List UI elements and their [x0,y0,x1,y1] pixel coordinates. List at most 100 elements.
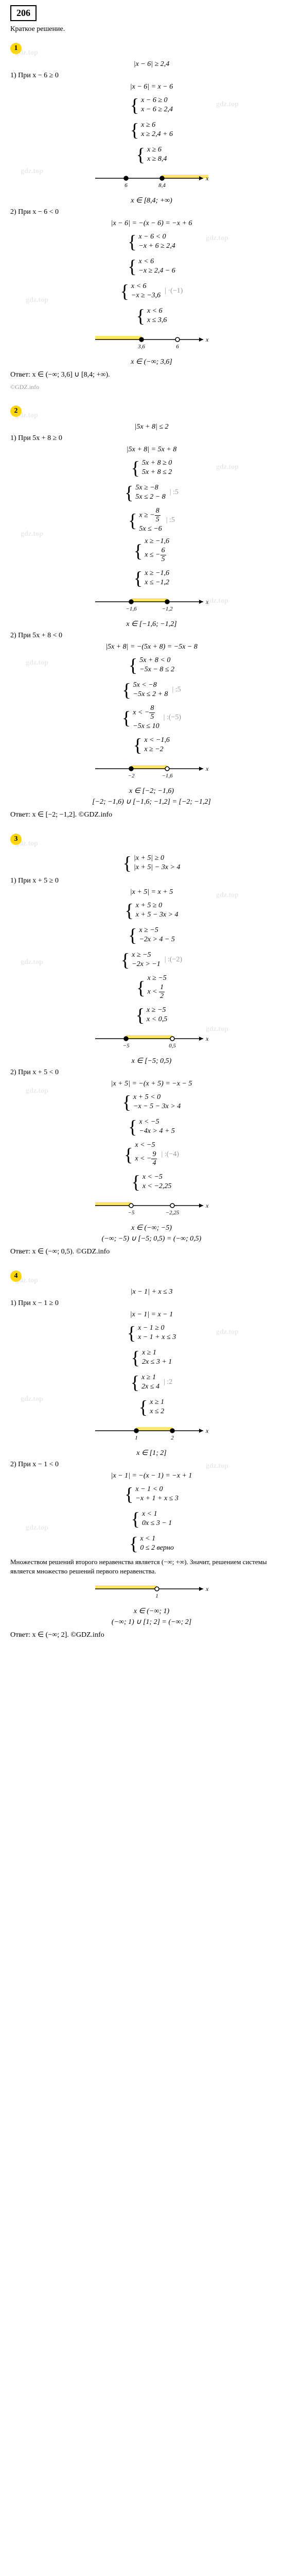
math-line: |x − 1| = x − 1 [10,1311,293,1319]
case-result: x ∈ [−2; −1,6) [10,787,293,795]
brace-system: { x < 10 ≤ 2 верно [10,1533,293,1554]
brace-system: { x + 5 ≥ 0x + 5 − 3x > 4 [10,900,293,921]
number-line: x −2 −1,6 [95,761,208,782]
case-label: 2) При x + 5 < 0 [10,1069,293,1077]
brace-system: { x < −5−4x > 4 + 5 [10,1116,293,1138]
case-label: 2) При x − 6 < 0 [10,208,293,216]
math-line: |x − 6| = −(x − 6) = −x + 6 [10,219,293,228]
case-result: x ∈ [8,4; +∞) [10,196,293,205]
svg-text:−2: −2 [128,773,134,779]
case-label: 1) При x + 5 ≥ 0 [10,877,293,885]
math-line: |x − 1| = −(x − 1) = −x + 1 [10,1472,293,1480]
brace-system: { x − 1 < 0−x + 1 + x ≤ 3 [10,1483,293,1505]
number-line: x 3,6 6 [95,332,208,352]
svg-text:x: x [205,1035,208,1042]
problem-section: 4|x − 1| + x ≤ 31) При x − 1 ≥ 0|x − 1| … [10,1266,293,1639]
answer-line: Ответ: x ∈ (−∞; 3,6] ∪ [8,4; +∞). [10,370,293,379]
brace-system: { x − 1 ≥ 0x − 1 + x ≤ 3 [10,1322,293,1344]
page-container: 206 Краткое решение. 1|x − 6| ≥ 2,41) Пр… [0,0,303,1655]
svg-text:8,4: 8,4 [158,182,166,189]
answer-line: Ответ: x ∈ (−∞; 0,5). ©GDZ.info [10,1247,293,1256]
brace-system: { x < 6−x ≥ −3,6| ·(−1) [10,280,293,302]
svg-text:3,6: 3,6 [137,344,145,350]
case-result: x ∈ (−∞; −5) [10,1224,293,1232]
number-line: x −5 0,5 [95,1031,208,1052]
number-line: x 1 2 [95,1423,208,1444]
svg-text:x: x [205,175,208,182]
main-inequality: |x − 6| ≥ 2,4 [10,60,293,69]
watermark: gdz.top [206,1025,228,1033]
brace-system: { x ≥ −1,6x ≤ −65 [10,537,293,564]
number-line: x −5 −2,25 [95,1198,208,1218]
svg-text:6: 6 [176,344,179,350]
svg-text:x: x [205,1585,208,1592]
main-inequality: |5x + 8| ≤ 2 [10,423,293,431]
brace-system: { x < −85−5x ≤ 10| :(−5) [10,704,293,731]
svg-text:x: x [205,1202,208,1209]
case-result: x ∈ [−5; 0,5) [10,1057,293,1065]
svg-text:6: 6 [124,182,128,189]
brace-system: { 5x + 8 < 0−5x − 8 ≤ 2 [10,654,293,676]
number-line: x 1 [95,1581,208,1602]
math-line: |x − 6| = x − 6 [10,83,293,91]
number-line: x 6 8,4 [95,171,208,191]
brace-system: { x < −1,6x ≥ −2 [10,734,293,756]
answer-line: Ответ: x ∈ (−∞; 2]. ©GDZ.info [10,1631,293,1639]
brace-system: { x < 6x ≤ 3,6 [10,305,293,327]
case-label: 1) При x − 1 ≥ 0 [10,1299,293,1308]
brace-system: { x < 10x ≤ 3 − 1 [10,1508,293,1530]
brace-system: { x ≥ 6x ≥ 2,4 + 6 [10,119,293,141]
case-result: x ∈ (−∞; 1) [10,1607,293,1616]
answer-line: Ответ: x ∈ [−2; −1,2]. ©GDZ.info [10,810,293,819]
case-result: x ∈ [1; 2] [10,1449,293,1458]
watermark: gdz.top [21,167,43,176]
brace-system: { 5x < −8−5x ≤ 2 + 8| :5 [10,679,293,701]
case-result: x ∈ [−1,6; −1,2] [10,620,293,629]
explanation-text: Множеством решений второго неравенства я… [10,1557,293,1576]
brace-system: { x ≥ −5−2x > −1| :(−2) [10,949,293,971]
brace-system: { x < 6−x ≥ 2,4 − 6 [10,256,293,277]
svg-text:−1,2: −1,2 [162,606,173,612]
svg-text:−1,6: −1,6 [126,606,137,612]
union-line: [−2; −1,6) ∪ [−1,6; −1,2] = [−2; −1,2] [10,798,293,806]
brace-system: { x ≥ −5−2x > 4 − 5 [10,924,293,946]
svg-text:−1,6: −1,6 [162,773,173,779]
svg-text:−2,25: −2,25 [165,1210,179,1216]
brace-system: { x − 6 ≥ 0x − 6 ≥ 2,4 [10,94,293,116]
brace-system: { x ≥ −5x < 0,5 [10,1004,293,1026]
problem-badge: 3 [10,834,22,845]
case-label: 1) При x − 6 ≥ 0 [10,72,293,80]
brace-system: { x − 6 < 0−x + 6 ≥ 2,4 [10,231,293,252]
brace-system: { x < −5x < −94| :(−4) [10,1141,293,1168]
svg-text:x: x [205,336,208,343]
problem-section: 1 |x − 6| ≥ 2,4 1) При x − 6 ≥ 0 |x − 6| = … [10,39,293,391]
problem-badge: 4 [10,1270,22,1282]
problem-badge: 1 [10,43,22,54]
brace-system: { x ≥ −1,6x ≤ −1,2 [10,567,293,589]
union-line: (−∞; 1) ∪ [1; 2] = (−∞; 2] [10,1618,293,1626]
svg-text:x: x [205,598,208,605]
brace-system: { x ≥ 1x ≤ 2 [10,1396,293,1418]
union-line: (−∞; −5) ∪ [−5; 0,5) = (−∞; 0,5) [10,1234,293,1243]
brace-system: { x < −5x < −2,25 [10,1171,293,1193]
brace-system: { x ≥ 12x ≤ 3 + 1 [10,1347,293,1368]
svg-text:1: 1 [155,1593,158,1599]
math-line: |x + 5| = −(x + 5) = −x − 5 [10,1080,293,1088]
svg-text:0,5: 0,5 [169,1043,176,1049]
case-result: x ∈ (−∞; 3,6] [10,358,293,366]
problem-section: 2|5x + 8| ≤ 21) При 5x + 8 ≥ 0|5x + 8| =… [10,401,293,819]
svg-text:x: x [205,765,208,772]
math-line: |5x + 8| = 5x + 8 [10,446,293,454]
case-label: 1) При 5x + 8 ≥ 0 [10,434,293,443]
svg-text:−5: −5 [128,1210,134,1216]
math-line: |x + 5| = x + 5 [10,888,293,896]
brace-system: { x ≥ 6x ≥ 8,4 [10,144,293,165]
svg-text:−5: −5 [122,1043,129,1049]
subtitle: Краткое решение. [10,25,293,33]
problem-section: 3 { |x + 5| ≥ 0|x + 5| − 3x > 4 1) При x… [10,829,293,1256]
svg-text:1: 1 [135,1435,138,1441]
watermark: gdz.top [206,597,228,605]
footer-note: ©GDZ.info [10,383,293,391]
svg-text:x: x [205,1427,208,1434]
brace-system: { x ≥ −5x < 12 [10,974,293,1001]
